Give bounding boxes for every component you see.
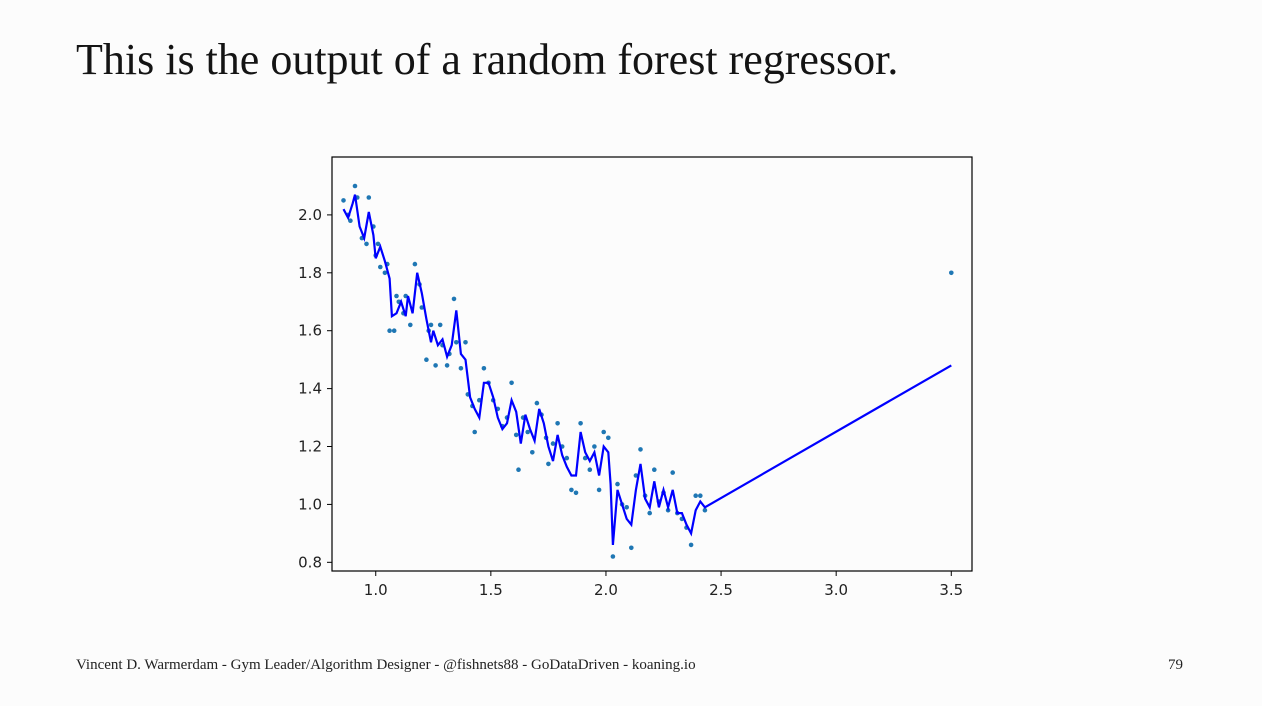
data-point	[652, 467, 657, 473]
chart-svg: 1.0 1.5 2.0 2.5 3.0 3.5 0.8 1.0 1.2 1.4 1.6 1.8 2.0	[298, 156, 973, 599]
data-point	[606, 435, 611, 441]
x-tick-label: 3.5	[939, 581, 963, 599]
data-point	[693, 493, 698, 499]
data-point	[458, 366, 464, 371]
data-point	[451, 296, 457, 302]
slide-footer: Vincent D. Warmerdam - Gym Leader/Algori…	[76, 657, 696, 673]
data-point	[419, 305, 425, 310]
data-point	[530, 450, 535, 455]
data-point	[702, 507, 708, 513]
y-tick-label: 1.6	[298, 322, 322, 340]
data-point	[509, 380, 514, 386]
y-tick-label: 1.0	[298, 495, 322, 513]
y-tick-label: 1.4	[298, 380, 322, 398]
data-point	[688, 542, 694, 548]
data-point	[550, 441, 556, 446]
x-tick-label: 1.0	[364, 581, 388, 599]
data-point	[698, 493, 703, 499]
data-point	[596, 487, 602, 493]
data-point	[564, 455, 570, 461]
data-point	[633, 473, 639, 478]
data-point	[670, 470, 675, 475]
y-tick-label: 2.0	[298, 206, 322, 224]
slide-title: This is the output of a random forest re…	[76, 35, 899, 84]
x-axis: 1.0 1.5 2.0 2.5 3.0 3.5	[364, 571, 963, 599]
data-point	[341, 198, 346, 203]
data-point	[601, 429, 606, 435]
data-point	[615, 481, 620, 487]
data-point	[424, 357, 429, 362]
data-point	[433, 363, 438, 368]
data-point	[352, 183, 358, 189]
data-point	[382, 270, 388, 276]
plot-frame	[331, 156, 973, 572]
data-point	[472, 429, 477, 435]
data-point	[629, 545, 634, 551]
y-tick-label: 0.8	[298, 553, 322, 571]
data-point	[454, 340, 459, 345]
data-point	[578, 421, 583, 426]
data-point	[592, 444, 597, 449]
data-point	[610, 554, 616, 559]
x-tick-label: 2.5	[709, 581, 733, 599]
data-point	[534, 400, 540, 406]
data-point	[624, 505, 629, 510]
data-point	[408, 322, 413, 328]
data-point	[949, 270, 954, 276]
x-tick-label: 3.0	[824, 581, 848, 599]
page-number: 79	[1168, 657, 1183, 673]
data-point	[516, 467, 521, 473]
data-point	[569, 487, 574, 493]
data-point	[366, 195, 372, 200]
data-point	[364, 241, 369, 247]
data-point	[378, 264, 383, 270]
data-point	[513, 432, 519, 438]
data-point	[647, 510, 652, 516]
data-point	[481, 366, 487, 371]
data-point	[582, 455, 588, 461]
data-point	[546, 461, 551, 467]
data-point	[525, 429, 530, 435]
data-point	[391, 328, 397, 333]
x-tick-label: 1.5	[479, 581, 503, 599]
data-point	[555, 421, 560, 426]
data-point	[437, 322, 443, 328]
data-point	[573, 490, 579, 496]
y-tick-label: 1.2	[298, 438, 322, 456]
data-point	[638, 447, 643, 452]
x-tick-label: 2.0	[594, 581, 618, 599]
data-point	[394, 293, 399, 299]
chart: 1.0 1.5 2.0 2.5 3.0 3.5 0.8 1.0 1.2 1.4 1.6 1.8 2.0	[270, 140, 990, 620]
y-tick-label: 1.8	[298, 264, 322, 282]
data-point	[428, 322, 434, 328]
data-point	[412, 261, 418, 267]
data-point	[463, 340, 468, 345]
y-axis: 0.8 1.0 1.2 1.4 1.6 1.8 2.0	[298, 206, 332, 571]
data-point	[587, 467, 593, 473]
data-point	[444, 363, 450, 368]
prediction-line	[342, 194, 952, 545]
data-point	[387, 328, 392, 333]
data-point	[375, 241, 381, 247]
data-point	[348, 218, 353, 223]
